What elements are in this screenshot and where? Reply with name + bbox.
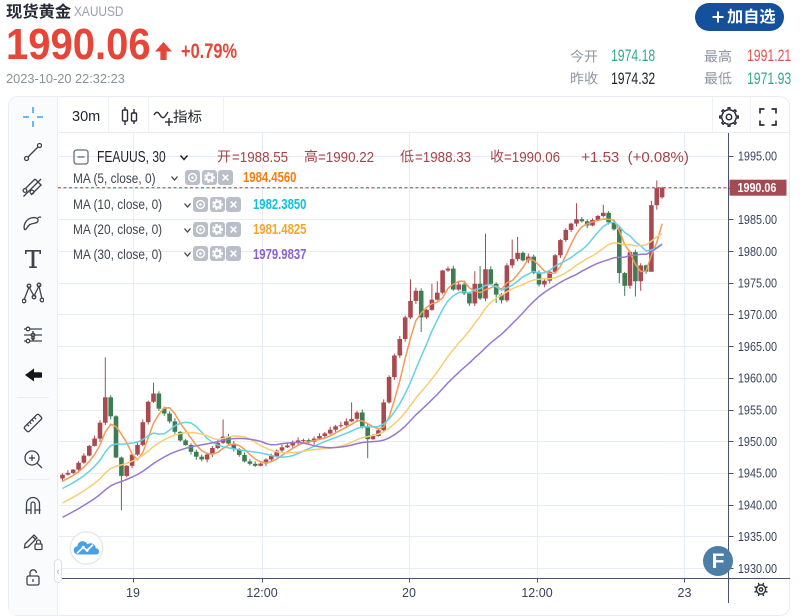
svg-text:23: 23: [678, 586, 692, 600]
svg-text:1970.00: 1970.00: [738, 308, 777, 322]
svg-text:1965.00: 1965.00: [738, 340, 777, 354]
svg-text:1955.00: 1955.00: [738, 403, 777, 417]
svg-text:1935.00: 1935.00: [738, 530, 777, 544]
svg-text:20: 20: [402, 586, 416, 600]
svg-text:1995.00: 1995.00: [738, 150, 777, 164]
svg-text:1980.00: 1980.00: [738, 245, 777, 259]
svg-text:1960.00: 1960.00: [738, 372, 777, 386]
svg-text:12:00: 12:00: [521, 586, 552, 600]
svg-text:1975.00: 1975.00: [738, 277, 777, 291]
svg-text:1985.00: 1985.00: [738, 213, 777, 227]
svg-text:12:00: 12:00: [246, 586, 277, 600]
svg-text:1990.06: 1990.06: [738, 181, 777, 195]
svg-text:1945.00: 1945.00: [738, 467, 777, 481]
svg-text:1930.00: 1930.00: [738, 562, 777, 576]
svg-text:19: 19: [126, 586, 140, 600]
svg-text:1940.00: 1940.00: [738, 498, 777, 512]
svg-text:1950.00: 1950.00: [738, 435, 777, 449]
svg-text:F: F: [712, 550, 725, 573]
